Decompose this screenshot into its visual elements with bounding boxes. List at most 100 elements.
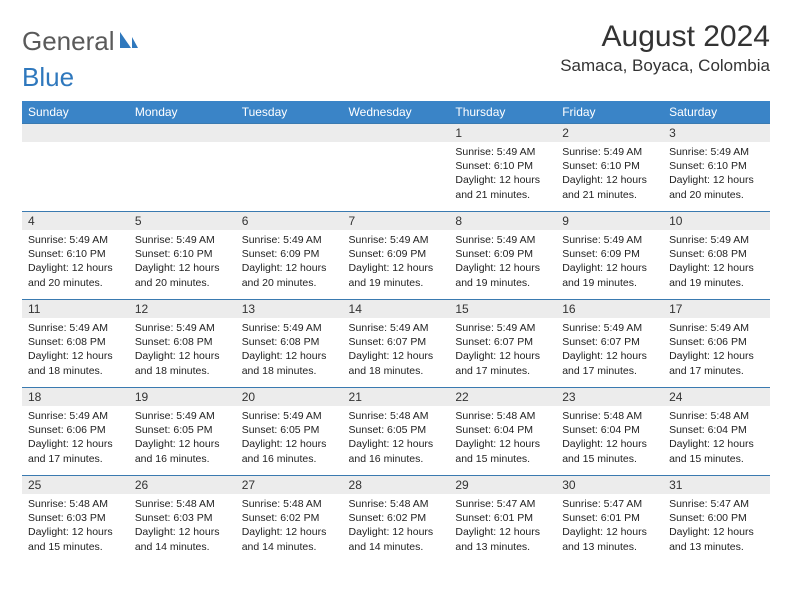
day-content: Sunrise: 5:49 AMSunset: 6:08 PMDaylight:…	[22, 318, 129, 382]
day-number: 8	[449, 212, 556, 230]
sunset-text: Sunset: 6:09 PM	[242, 247, 337, 261]
day-cell: 6Sunrise: 5:49 AMSunset: 6:09 PMDaylight…	[236, 212, 343, 300]
day-cell: 12Sunrise: 5:49 AMSunset: 6:08 PMDayligh…	[129, 300, 236, 388]
week-row: 4 Sunrise: 5:49 AM Sunset: 6:10 PM Daylight…	[22, 212, 770, 300]
sunrise-text: Sunrise: 5:49 AM	[455, 145, 550, 159]
day-number: 28	[343, 476, 450, 494]
daylight-text: Daylight: 12 hours and 13 minutes.	[669, 525, 764, 553]
brand-name-gray: General	[22, 26, 115, 57]
sunset-text: Sunset: 6:04 PM	[562, 423, 657, 437]
daylight-text: Daylight: 12 hours and 18 minutes.	[135, 349, 230, 377]
day-number: 2	[556, 124, 663, 142]
brand-name-blue: Blue	[22, 62, 74, 93]
day-cell: 7Sunrise: 5:49 AMSunset: 6:09 PMDaylight…	[343, 212, 450, 300]
sunset-text: Sunset: 6:01 PM	[455, 511, 550, 525]
day-cell: 9Sunrise: 5:49 AMSunset: 6:09 PMDaylight…	[556, 212, 663, 300]
daylight-text: Daylight: 12 hours and 16 minutes.	[349, 437, 444, 465]
daylight-text: Daylight: 12 hours and 17 minutes.	[669, 349, 764, 377]
brand-logo: General	[22, 26, 141, 57]
sunset-text: Sunset: 6:02 PM	[242, 511, 337, 525]
daylight-text: Daylight: 12 hours and 14 minutes.	[349, 525, 444, 553]
day-number	[22, 124, 129, 142]
day-number: 11	[22, 300, 129, 318]
daylight-text: Daylight: 12 hours and 19 minutes.	[349, 261, 444, 289]
day-header-sat: Saturday	[663, 101, 770, 124]
day-cell: 31Sunrise: 5:47 AMSunset: 6:00 PMDayligh…	[663, 476, 770, 564]
daylight-text: Daylight: 12 hours and 17 minutes.	[455, 349, 550, 377]
day-number: 7	[343, 212, 450, 230]
sunset-text: Sunset: 6:08 PM	[28, 335, 123, 349]
daylight-text: Daylight: 12 hours and 15 minutes.	[562, 437, 657, 465]
daylight-text: Daylight: 12 hours and 16 minutes.	[135, 437, 230, 465]
location-subtitle: Samaca, Boyaca, Colombia	[560, 56, 770, 76]
day-cell	[236, 124, 343, 212]
day-number: 4	[22, 212, 129, 230]
daylight-text: Daylight: 12 hours and 19 minutes.	[669, 261, 764, 289]
day-number: 23	[556, 388, 663, 406]
day-number: 18	[22, 388, 129, 406]
sunrise-text: Sunrise: 5:48 AM	[455, 409, 550, 423]
day-content: Sunrise: 5:48 AMSunset: 6:03 PMDaylight:…	[129, 494, 236, 558]
day-number: 20	[236, 388, 343, 406]
day-number: 14	[343, 300, 450, 318]
day-number: 3	[663, 124, 770, 142]
day-content: Sunrise: 5:48 AMSunset: 6:04 PMDaylight:…	[449, 406, 556, 470]
day-content: Sunrise: 5:48 AMSunset: 6:05 PMDaylight:…	[343, 406, 450, 470]
sunrise-text: Sunrise: 5:48 AM	[669, 409, 764, 423]
daylight-text: Daylight: 12 hours and 21 minutes.	[562, 173, 657, 201]
sunrise-text: Sunrise: 5:48 AM	[28, 497, 123, 511]
day-content: Sunrise: 5:49 AMSunset: 6:07 PMDaylight:…	[556, 318, 663, 382]
sunrise-text: Sunrise: 5:49 AM	[562, 233, 657, 247]
sunrise-text: Sunrise: 5:48 AM	[562, 409, 657, 423]
sunset-text: Sunset: 6:10 PM	[455, 159, 550, 173]
day-cell	[22, 124, 129, 212]
day-number: 16	[556, 300, 663, 318]
day-number: 31	[663, 476, 770, 494]
day-content: Sunrise: 5:49 AMSunset: 6:05 PMDaylight:…	[129, 406, 236, 470]
sunset-text: Sunset: 6:03 PM	[28, 511, 123, 525]
sunset-text: Sunset: 6:00 PM	[669, 511, 764, 525]
day-cell: 5Sunrise: 5:49 AMSunset: 6:10 PMDaylight…	[129, 212, 236, 300]
sunrise-text: Sunrise: 5:49 AM	[28, 321, 123, 335]
day-number: 29	[449, 476, 556, 494]
day-content: Sunrise: 5:49 AMSunset: 6:09 PMDaylight:…	[343, 230, 450, 294]
day-number: 26	[129, 476, 236, 494]
day-cell: 22Sunrise: 5:48 AMSunset: 6:04 PMDayligh…	[449, 388, 556, 476]
day-cell: 11Sunrise: 5:49 AMSunset: 6:08 PMDayligh…	[22, 300, 129, 388]
day-cell: 24Sunrise: 5:48 AMSunset: 6:04 PMDayligh…	[663, 388, 770, 476]
day-content: Sunrise: 5:49 AMSunset: 6:06 PMDaylight:…	[22, 406, 129, 470]
day-number	[129, 124, 236, 142]
day-content: Sunrise: 5:49 AMSunset: 6:10 PMDaylight:…	[663, 142, 770, 206]
sunrise-text: Sunrise: 5:49 AM	[135, 233, 230, 247]
day-number: 24	[663, 388, 770, 406]
sunset-text: Sunset: 6:08 PM	[135, 335, 230, 349]
daylight-text: Daylight: 12 hours and 18 minutes.	[349, 349, 444, 377]
day-cell: 20Sunrise: 5:49 AMSunset: 6:05 PMDayligh…	[236, 388, 343, 476]
week-row: 18Sunrise: 5:49 AMSunset: 6:06 PMDayligh…	[22, 388, 770, 476]
daylight-text: Daylight: 12 hours and 18 minutes.	[242, 349, 337, 377]
day-content: Sunrise: 5:49 AMSunset: 6:09 PMDaylight:…	[236, 230, 343, 294]
day-number: 5	[129, 212, 236, 230]
day-cell: 18Sunrise: 5:49 AMSunset: 6:06 PMDayligh…	[22, 388, 129, 476]
day-content: Sunrise: 5:49 AMSunset: 6:10 PMDaylight:…	[556, 142, 663, 206]
daylight-text: Daylight: 12 hours and 14 minutes.	[135, 525, 230, 553]
daylight-text: Daylight: 12 hours and 15 minutes.	[455, 437, 550, 465]
sunrise-text: Sunrise: 5:49 AM	[349, 233, 444, 247]
day-cell: 23 Sunrise: 5:48 AMSunset: 6:04 PMDayligh…	[556, 388, 663, 476]
day-number: 1	[449, 124, 556, 142]
sunrise-text: Sunrise: 5:49 AM	[28, 409, 123, 423]
day-content: Sunrise: 5:48 AMSunset: 6:04 PMDaylight:…	[663, 406, 770, 470]
day-header-fri: Friday	[556, 101, 663, 124]
sunrise-text: Sunrise: 5:49 AM	[669, 233, 764, 247]
daylight-text: Daylight: 12 hours and 20 minutes.	[669, 173, 764, 201]
day-number: 27	[236, 476, 343, 494]
day-content: Sunrise: 5:47 AMSunset: 6:01 PMDaylight:…	[449, 494, 556, 558]
calendar-body: 1Sunrise: 5:49 AMSunset: 6:10 PMDaylight…	[22, 124, 770, 564]
sunset-text: Sunset: 6:10 PM	[28, 247, 123, 261]
day-content: Sunrise: 5:48 AMSunset: 6:02 PMDaylight:…	[236, 494, 343, 558]
daylight-text: Daylight: 12 hours and 16 minutes.	[242, 437, 337, 465]
sunrise-text: Sunrise: 5:49 AM	[562, 321, 657, 335]
daylight-text: Daylight: 12 hours and 14 minutes.	[242, 525, 337, 553]
sunrise-text: Sunrise: 5:49 AM	[242, 321, 337, 335]
day-cell: 4Sunrise: 5:49 AMSunset: 6:10 PMDaylight…	[22, 212, 129, 300]
